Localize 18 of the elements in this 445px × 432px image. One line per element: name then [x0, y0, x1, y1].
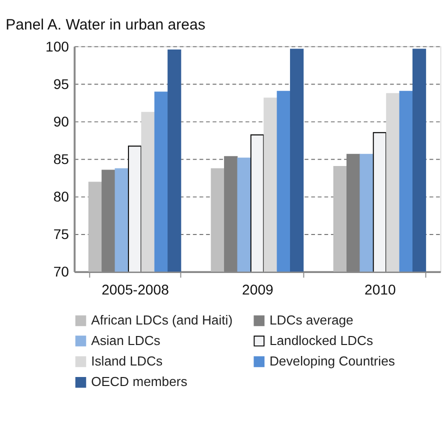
y-tick-label: 80: [53, 188, 70, 205]
legend-label: Asian LDCs: [91, 332, 161, 348]
legend-label: Landlocked LDCs: [269, 332, 374, 348]
y-tick-label: 70: [53, 264, 70, 280]
x-tick-label: 2005-2008: [102, 282, 170, 298]
legend-label: African LDCs (and Haiti): [91, 312, 233, 328]
y-tick-label: 90: [53, 114, 70, 130]
x-tick-label: 2009: [242, 282, 274, 298]
x-tick-label: 2010: [364, 282, 396, 298]
y-tick-label: 85: [53, 151, 70, 168]
y-tick-label: 95: [53, 76, 70, 92]
y-tick-label: 100: [46, 38, 70, 54]
legend-label: Island LDCs: [91, 353, 163, 368]
chart-title: Panel A. Water in urban areas: [6, 16, 206, 34]
legend-label: LDCs average: [269, 312, 354, 328]
y-tick-label: 75: [53, 226, 70, 242]
legend-label: Developing Countries: [269, 353, 396, 368]
legend-label: OECD members: [91, 374, 188, 390]
